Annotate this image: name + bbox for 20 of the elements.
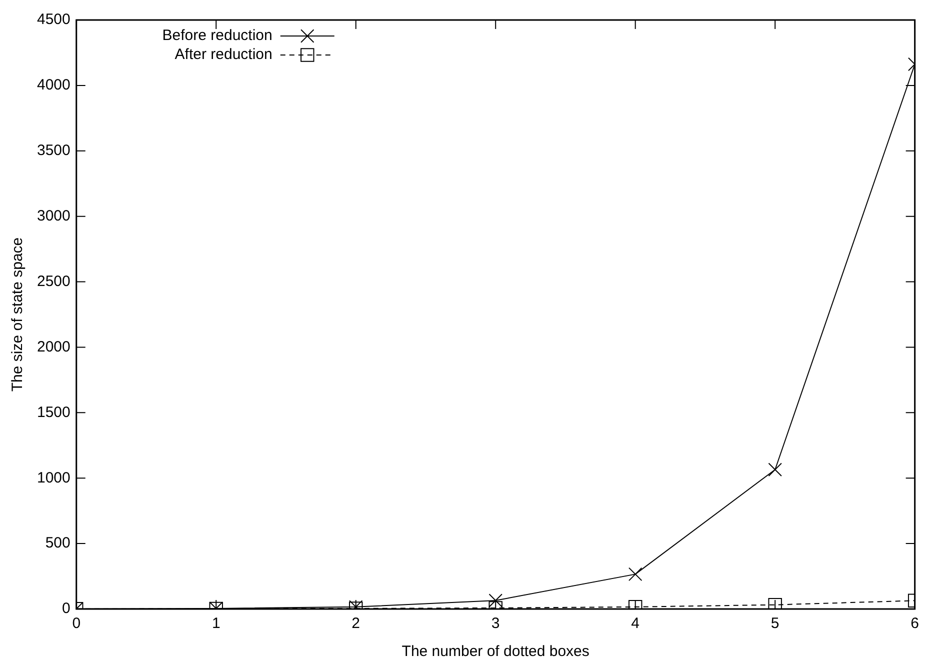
- x-tick-label: 2: [352, 615, 360, 632]
- y-tick-label: 3000: [36, 207, 70, 224]
- y-tick-label: 1000: [36, 469, 70, 486]
- legend-label: After reduction: [174, 46, 272, 64]
- y-tick-label: 4000: [36, 76, 70, 94]
- x-tick-label: 5: [770, 615, 780, 632]
- y-axis-title: The size of state space: [9, 237, 26, 392]
- y-tick-label: 500: [45, 534, 70, 552]
- x-tick-label: 1: [212, 615, 220, 632]
- y-tick-label: 1500: [36, 404, 70, 421]
- y-tick-label: 2000: [36, 338, 70, 356]
- y-tick-label: 3500: [36, 142, 70, 160]
- legend-label: Before reduction: [162, 27, 272, 44]
- y-tick-label: 4500: [36, 11, 70, 28]
- x-tick-label: 3: [491, 615, 500, 632]
- y-tick-label: 2500: [36, 272, 70, 290]
- x-tick-label: 4: [631, 615, 640, 632]
- x-tick-label: 6: [910, 615, 919, 632]
- x-axis-title: The number of dotted boxes: [402, 643, 590, 660]
- y-tick-label: 0: [62, 600, 70, 618]
